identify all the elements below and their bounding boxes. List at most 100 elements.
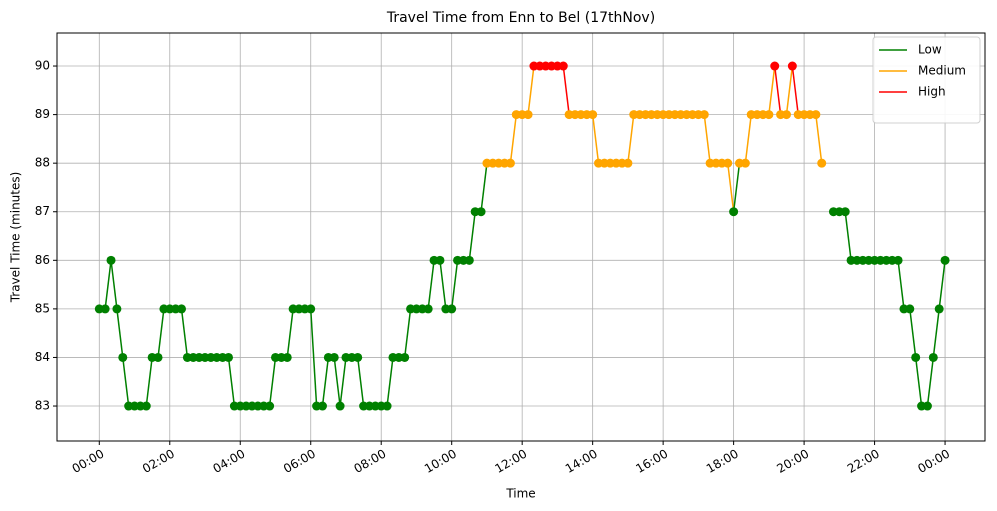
point: [382, 401, 392, 411]
line-segment: [791, 65, 799, 115]
y-tick-label: 90: [35, 59, 50, 73]
line-segment: [321, 357, 330, 407]
point: [588, 110, 598, 120]
point: [317, 401, 327, 411]
point: [729, 207, 739, 217]
point: [153, 352, 163, 362]
point: [505, 158, 515, 168]
point: [400, 352, 410, 362]
point: [817, 158, 827, 168]
point: [911, 352, 921, 362]
point: [934, 304, 944, 314]
line-segment: [356, 357, 365, 407]
line-segment: [562, 65, 570, 115]
point: [447, 304, 457, 314]
line-segment: [627, 114, 635, 164]
point: [224, 352, 234, 362]
point: [306, 304, 316, 314]
point: [353, 352, 363, 362]
line-segment: [333, 357, 341, 407]
line-segment: [427, 260, 435, 309]
line-segment: [897, 260, 905, 309]
legend-label: High: [918, 85, 946, 99]
y-tick-label: 89: [35, 107, 50, 121]
point: [329, 352, 339, 362]
line-segment: [768, 65, 776, 115]
line-segment: [815, 114, 823, 164]
line-segment: [116, 308, 124, 358]
line-segment: [110, 260, 118, 309]
point: [893, 255, 903, 265]
chart-title: Travel Time from Enn to Bel (17thNov): [386, 10, 655, 26]
legend-box: [872, 36, 981, 124]
line-segment: [509, 114, 518, 164]
line-segment: [468, 211, 476, 261]
line-segment: [286, 308, 294, 358]
line-segment: [439, 260, 447, 309]
line-segment: [726, 163, 735, 212]
point: [905, 304, 915, 314]
point: [464, 255, 474, 265]
line-segment: [450, 260, 459, 309]
point: [435, 255, 445, 265]
point: [558, 61, 568, 71]
legend-label: Low: [918, 43, 942, 57]
y-tick-label: 84: [35, 350, 50, 364]
line-segment: [744, 114, 752, 164]
line-segment: [145, 357, 153, 407]
point: [764, 110, 774, 120]
line-segment: [844, 211, 852, 261]
point: [335, 401, 345, 411]
y-axis-label: Travel Time (minutes): [9, 172, 23, 304]
line-segment: [926, 357, 935, 407]
point: [623, 158, 633, 168]
point: [177, 304, 187, 314]
line-segment: [773, 65, 782, 115]
point: [141, 401, 151, 411]
line-segment: [909, 308, 917, 358]
point: [118, 352, 128, 362]
point: [770, 61, 780, 71]
y-tick-label: 85: [35, 301, 50, 315]
y-tick-label: 86: [35, 253, 50, 267]
line-segment: [180, 308, 189, 358]
line-segment: [227, 357, 236, 407]
line-segment: [104, 260, 112, 309]
point: [106, 255, 116, 265]
line-segment: [309, 308, 318, 407]
y-tick-label: 87: [35, 204, 50, 218]
point: [787, 61, 797, 71]
point: [112, 304, 122, 314]
legend-label: Medium: [918, 64, 966, 78]
point: [265, 401, 275, 411]
line-segment: [932, 308, 940, 358]
line-segment: [914, 357, 923, 407]
point: [811, 110, 821, 120]
point: [523, 110, 533, 120]
point: [940, 255, 950, 265]
line-segment: [480, 163, 488, 212]
point: [922, 401, 932, 411]
point: [423, 304, 433, 314]
point: [740, 158, 750, 168]
line-segment: [403, 308, 412, 358]
line-segment: [785, 65, 794, 115]
point: [699, 110, 709, 120]
line-segment: [732, 163, 741, 212]
plot-frame: [56, 32, 986, 442]
point: [282, 352, 292, 362]
line-segment: [591, 114, 600, 164]
line-segment: [938, 260, 946, 309]
x-axis-label: Time: [505, 487, 535, 501]
point: [723, 158, 733, 168]
line-segment: [268, 357, 277, 407]
point: [928, 352, 938, 362]
point: [476, 207, 486, 217]
line-segment: [527, 65, 535, 115]
line-segment: [122, 357, 130, 407]
y-tick-label: 83: [35, 399, 50, 413]
point: [781, 110, 791, 120]
point: [100, 304, 110, 314]
